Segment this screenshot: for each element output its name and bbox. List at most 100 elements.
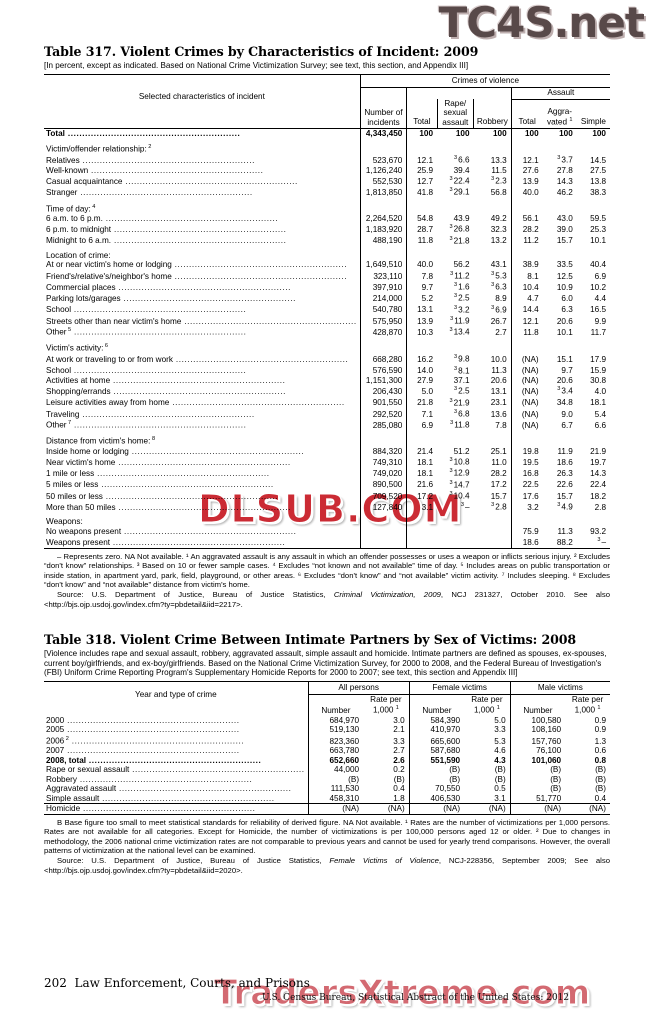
row-value: 6.9	[594, 271, 606, 281]
row-value: (B)	[408, 774, 465, 785]
row-value	[510, 342, 543, 354]
row-value: 111,530	[307, 784, 364, 794]
row-value	[406, 435, 438, 447]
table-318-body: 2000 ...................................…	[44, 715, 610, 815]
row-value: 51.2	[453, 446, 470, 456]
row-value: 43.9	[453, 213, 470, 223]
row-value	[406, 342, 438, 354]
row-value: 6.3	[561, 305, 573, 315]
row-value: 11.2	[510, 234, 543, 246]
row-value: 329.1	[449, 187, 470, 198]
table-317-assault-spanner-row: Assault	[44, 87, 610, 100]
table-317-title: Table 317. Violent Crimes by Characteris…	[44, 44, 479, 59]
row-value: (B)	[494, 765, 506, 775]
row-value: 397,910	[359, 281, 407, 293]
row-value	[577, 517, 610, 527]
row-label: 6 a.m. to 6 p.m. .......................…	[46, 213, 279, 223]
leader-dots: ........................................…	[76, 774, 253, 784]
table-318-source-prefix: Source: U.S. Department of Justice, Bure…	[57, 856, 330, 866]
col-header-robbery: Robbery	[473, 99, 512, 129]
row-value: 540,780	[359, 303, 407, 315]
row-value: 2.7	[495, 327, 507, 337]
row-value: 0.9	[594, 715, 606, 725]
table-row: Traveling ..............................…	[44, 407, 610, 420]
row-value: 21.9	[590, 446, 606, 456]
value-footnote: 3	[557, 502, 561, 509]
leader-dots: ........................................…	[102, 491, 279, 501]
row-spacer	[44, 245, 610, 251]
table-row: 1 mile or less .........................…	[44, 467, 610, 479]
row-value	[543, 203, 577, 214]
row-value: 5.4	[594, 409, 606, 419]
row-value: 314.7	[449, 479, 470, 490]
leader-dots: ........................................…	[79, 409, 255, 419]
row-value	[359, 526, 407, 537]
row-value: 8.1	[510, 269, 543, 282]
value-footnote: 3	[454, 365, 458, 372]
row-value: (NA)	[510, 396, 543, 408]
row-value: (NA)	[509, 803, 566, 815]
row-value: 823,360	[307, 734, 364, 747]
row-value: 28.2	[510, 223, 543, 235]
row-value: (NA)	[510, 419, 543, 431]
col-header-number-of-incidents: Number of incidents	[359, 99, 407, 129]
row-value: 6.9	[406, 419, 438, 431]
table-row: Other 5 ................................…	[44, 326, 610, 338]
table-row: Rape or sexual assault .................…	[44, 765, 610, 775]
row-value: 19.7	[590, 457, 606, 467]
row-value	[359, 143, 407, 155]
row-value: 22.5	[510, 478, 543, 490]
row-value: 14.0	[406, 364, 438, 376]
row-value: 157,760	[509, 734, 566, 747]
row-value: 584,390	[408, 715, 465, 726]
row-value: 40.4	[590, 260, 606, 270]
row-label: 6 p.m. to midnight .....................…	[46, 225, 287, 235]
row-label: 2007 ...................................…	[46, 746, 240, 756]
leader-dots: ........................................…	[80, 804, 256, 814]
row-spacer	[44, 197, 610, 203]
row-value: 0.4	[594, 793, 606, 803]
row-label: 2005 ...................................…	[46, 725, 240, 735]
row-value	[474, 342, 512, 353]
row-value	[359, 202, 407, 214]
row-value: 322.4	[449, 176, 470, 186]
row-value: 11.7	[590, 327, 606, 337]
row-value: 310.4	[449, 490, 470, 501]
row-value: 43.1	[490, 260, 507, 270]
row-value: 1,126,240	[359, 165, 407, 176]
table-317-spanner-row: Selected characteristics of incident Cri…	[44, 73, 610, 129]
row-label: Shopping/errands .......................…	[46, 387, 286, 397]
row-value: 27.6	[510, 165, 543, 176]
row-value: 3.1	[406, 501, 438, 513]
row-value: 9.7	[561, 366, 573, 376]
table-row: School .................................…	[44, 364, 610, 376]
value-footnote: 3	[454, 304, 458, 311]
row-value	[577, 342, 610, 353]
leader-dots: ........................................…	[181, 316, 357, 326]
row-value: 32.5	[454, 293, 470, 304]
row-value: 6.0	[561, 294, 573, 304]
row-value: 13.1	[490, 387, 507, 397]
row-value: 16.2	[406, 353, 438, 365]
row-value: 10.1	[590, 236, 606, 246]
row-value: 313.4	[449, 327, 470, 337]
row-label: Midnight to 6 a.m. .....................…	[46, 236, 287, 246]
row-value: 9.7	[406, 281, 438, 293]
row-value: 311.2	[450, 270, 470, 281]
footer-source-line: U.S. Census Bureau, Statistical Abstract…	[262, 993, 570, 1003]
row-value: (B)	[595, 765, 606, 775]
row-spacer	[44, 337, 610, 343]
row-value	[437, 251, 474, 261]
row-value: 3.1	[494, 793, 506, 803]
row-value: 34.9	[557, 502, 573, 512]
row-value: (NA)	[408, 803, 465, 815]
row-value: 26.7	[490, 316, 507, 326]
row-value: 12.1	[406, 154, 438, 166]
row-value: 37.1	[453, 375, 470, 385]
table-row: Midnight to 6 a.m. .....................…	[44, 234, 610, 246]
row-value	[543, 251, 577, 261]
row-value: 18.6	[556, 457, 573, 467]
row-label: Aggravated assault .....................…	[46, 784, 292, 794]
table-row: Casual acquaintance ....................…	[44, 175, 610, 187]
row-value: 10.4	[510, 281, 543, 293]
